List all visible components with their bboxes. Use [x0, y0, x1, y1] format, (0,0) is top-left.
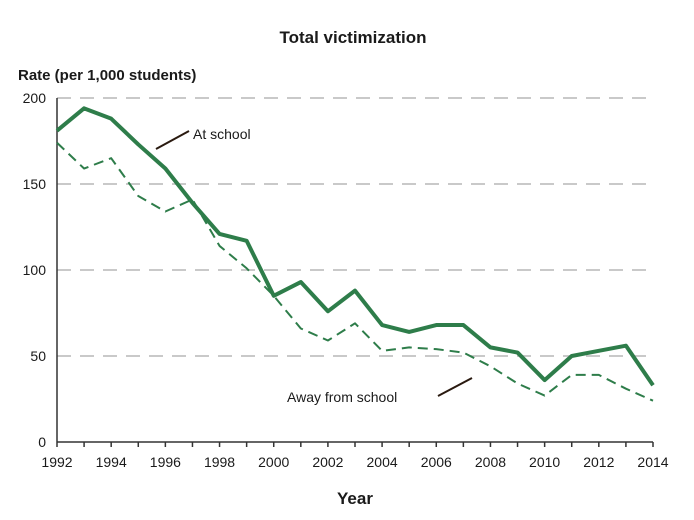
x-tick-label-2006: 2006 [421, 454, 452, 470]
x-axis-label: Year [337, 489, 373, 508]
x-tick-label-1992: 1992 [41, 454, 72, 470]
y-tick-label-150: 150 [23, 176, 47, 192]
annotation-at-school: At school [155, 126, 251, 150]
x-tick-label-2012: 2012 [583, 454, 614, 470]
y-tick-label-50: 50 [30, 348, 46, 364]
series-line-at-school [55, 106, 655, 387]
x-tick-label-2002: 2002 [312, 454, 343, 470]
x-tick-labels: 1992 1994 1996 1998 2000 2002 2004 2006 2008 2010… [41, 454, 668, 470]
y-tick-label-100: 100 [23, 262, 47, 278]
x-tick-label-2000: 2000 [258, 454, 289, 470]
x-tick-label-1994: 1994 [96, 454, 127, 470]
x-tick-label-2014: 2014 [637, 454, 668, 470]
chart-title: Total victimization [279, 28, 426, 47]
at-school-annotation: At school [193, 126, 251, 142]
x-tick-label-2004: 2004 [367, 454, 398, 470]
y-axis-label: Rate (per 1,000 students) [18, 67, 196, 84]
gridlines [57, 97, 655, 357]
x-tick-label-2008: 2008 [475, 454, 506, 470]
data-series [55, 106, 655, 402]
x-tick-label-1996: 1996 [150, 454, 181, 470]
y-tick-label-0: 0 [38, 434, 46, 450]
x-tick-label-2010: 2010 [529, 454, 560, 470]
axes [56, 98, 654, 447]
away-from-school-pointer-line [437, 377, 473, 397]
x-tick-label-1998: 1998 [204, 454, 235, 470]
away-from-school-annotation: Away from school [287, 389, 397, 405]
annotation-away-from-school: Away from school [287, 377, 473, 405]
y-tick-labels: 0 50 100 150 200 [23, 90, 47, 450]
y-tick-label-200: 200 [23, 90, 47, 106]
at-school-pointer-line [155, 130, 190, 150]
